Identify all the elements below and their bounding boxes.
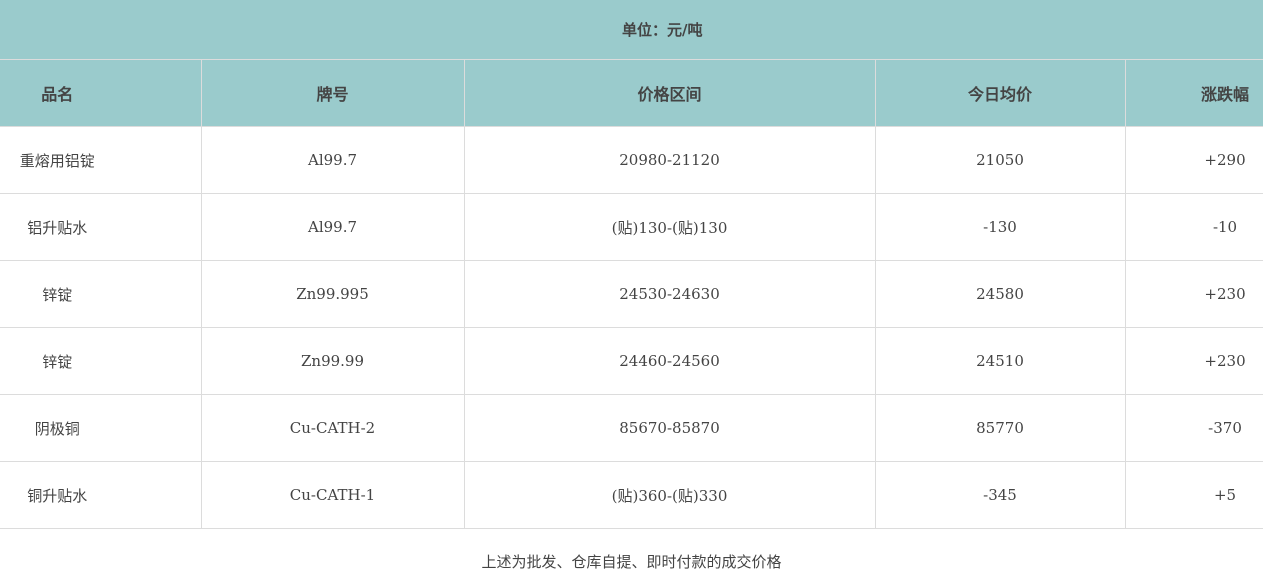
table-row: 锌锭 Zn99.995 24530-24630 24580 +230 (0, 260, 1263, 328)
table-cell: 重熔用铝锭 (0, 126, 202, 194)
column-header: 价格区间 (463, 59, 876, 127)
table-row: 锌锭 Zn99.99 24460-24560 24510 +230 (0, 327, 1263, 395)
table-cell: 85670-85870 (463, 394, 876, 462)
table-cell: Cu-CATH-2 (200, 394, 465, 462)
column-header: 涨跌幅 (1124, 59, 1263, 127)
footer-note: 上述为批发、仓库自提、即时付款的成交价格 (481, 553, 782, 571)
unit-row: 单位：元/吨 (0, 0, 1263, 60)
price-table-container: 单位：元/吨 品名 牌号 价格区间 今日均价 涨跌幅 重熔用铝锭 Al99.7 20980-… (0, 0, 1263, 529)
column-header: 品名 (0, 59, 202, 127)
table-cell: 锌锭 (0, 260, 202, 328)
table-cell: Al99.7 (200, 193, 465, 261)
table-cell: +290 (1124, 126, 1263, 194)
table-cell: Cu-CATH-1 (200, 461, 465, 529)
column-header: 今日均价 (874, 59, 1126, 127)
table-cell: -370 (1124, 394, 1263, 462)
table-row: 铜升贴水 Cu-CATH-1 (贴)360-(贴)330 -345 +5 (0, 461, 1263, 529)
table-cell: 85770 (874, 394, 1126, 462)
table-row: 阴极铜 Cu-CATH-2 85670-85870 85770 -370 (0, 394, 1263, 462)
table-cell: 24530-24630 (463, 260, 876, 328)
table-cell: 21050 (874, 126, 1126, 194)
header-row: 品名 牌号 价格区间 今日均价 涨跌幅 (0, 59, 1263, 127)
table-row: 铝升贴水 Al99.7 (贴)130-(贴)130 -130 -10 (0, 193, 1263, 261)
table-cell: (贴)130-(贴)130 (463, 193, 876, 261)
table-row: 重熔用铝锭 Al99.7 20980-21120 21050 +290 (0, 126, 1263, 194)
table-cell: -10 (1124, 193, 1263, 261)
price-table: 单位：元/吨 品名 牌号 价格区间 今日均价 涨跌幅 重熔用铝锭 Al99.7 20980-… (0, 0, 1263, 529)
table-cell: Zn99.99 (200, 327, 465, 395)
table-cell: 铜升贴水 (0, 461, 202, 529)
unit-label: 单位：元/吨 (0, 0, 1263, 60)
table-cell: Al99.7 (200, 126, 465, 194)
table-cell: 20980-21120 (463, 126, 876, 194)
table-cell: 阴极铜 (0, 394, 202, 462)
table-cell: (贴)360-(贴)330 (463, 461, 876, 529)
table-cell: +230 (1124, 260, 1263, 328)
table-cell: 24510 (874, 327, 1126, 395)
table-cell: 锌锭 (0, 327, 202, 395)
table-cell: -130 (874, 193, 1126, 261)
table-cell: 24460-24560 (463, 327, 876, 395)
table-cell: -345 (874, 461, 1126, 529)
table-cell: +230 (1124, 327, 1263, 395)
column-header: 牌号 (200, 59, 465, 127)
table-cell: Zn99.995 (200, 260, 465, 328)
table-cell: 24580 (874, 260, 1126, 328)
table-cell: 铝升贴水 (0, 193, 202, 261)
table-cell: +5 (1124, 461, 1263, 529)
